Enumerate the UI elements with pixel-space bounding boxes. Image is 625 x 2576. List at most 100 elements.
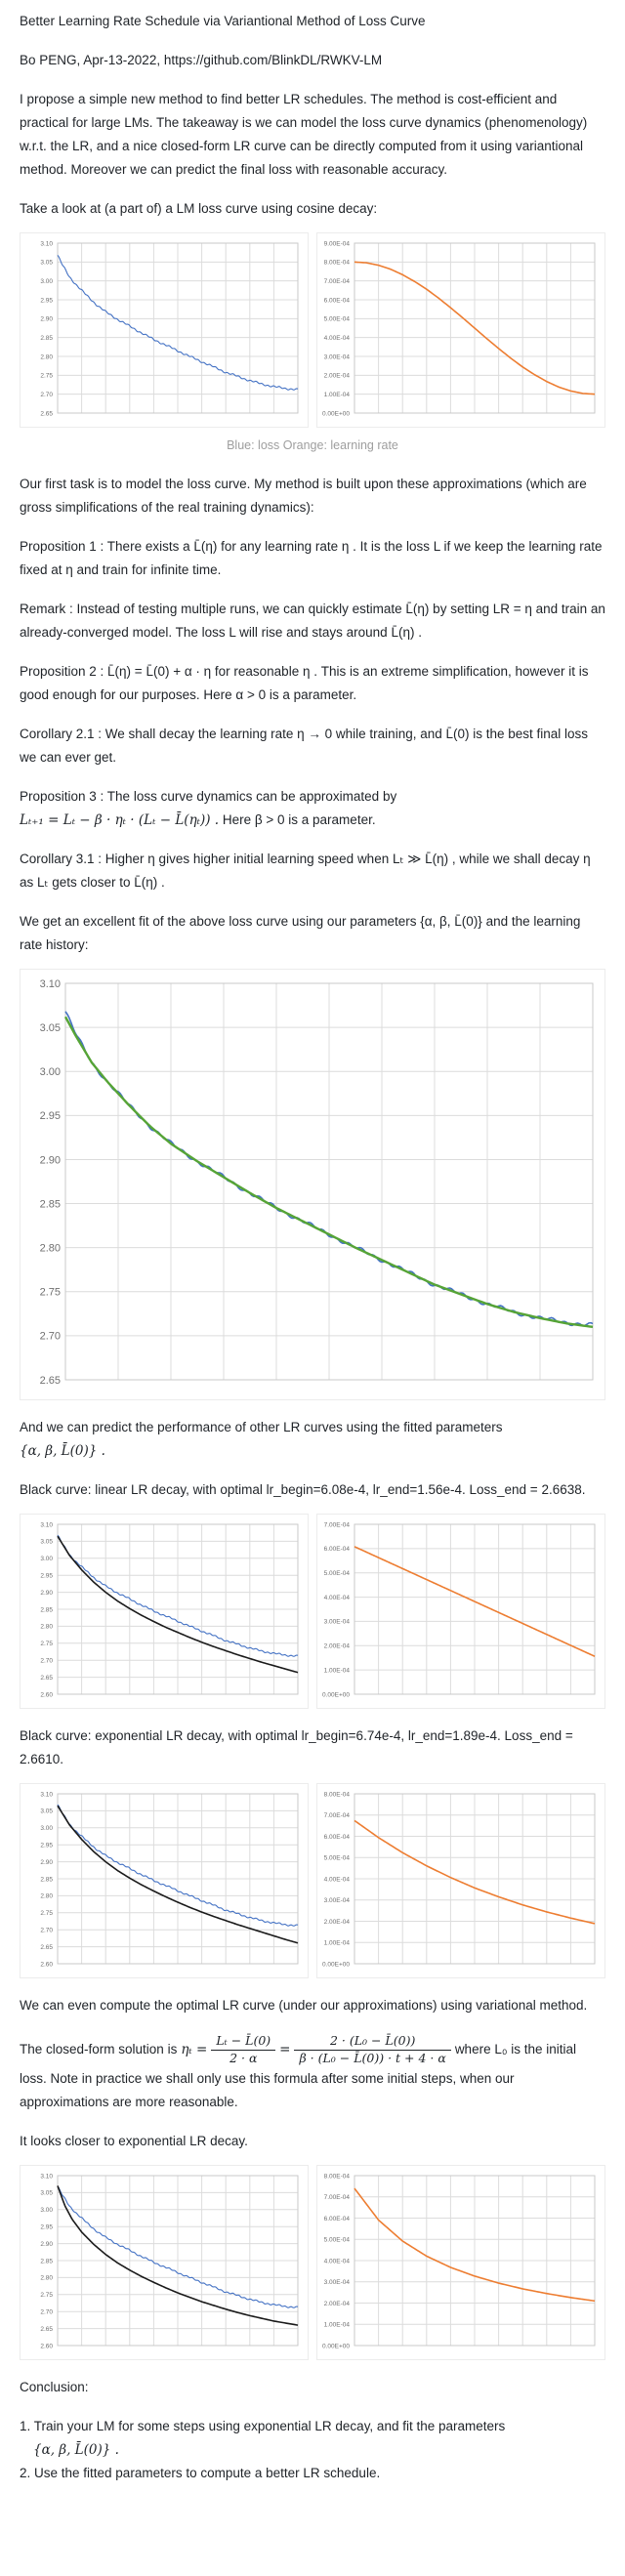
svg-text:3.10: 3.10 [40, 240, 53, 247]
svg-text:8.00E-04: 8.00E-04 [324, 1791, 351, 1798]
svg-text:0.00E+00: 0.00E+00 [322, 1691, 350, 1698]
svg-text:0.00E+00: 0.00E+00 [322, 1961, 350, 1968]
svg-text:4.00E-04: 4.00E-04 [324, 2258, 351, 2264]
svg-text:9.00E-04: 9.00E-04 [324, 240, 351, 247]
svg-text:2.65: 2.65 [40, 1675, 53, 1682]
fraction-1-numerator: Lₜ − L̄(0) [216, 2033, 271, 2048]
svg-text:3.05: 3.05 [40, 2189, 53, 2196]
svg-text:6.00E-04: 6.00E-04 [324, 2216, 351, 2223]
svg-text:2.60: 2.60 [40, 1691, 53, 1698]
svg-text:2.70: 2.70 [40, 1331, 61, 1343]
svg-text:3.00: 3.00 [40, 1556, 53, 1562]
linear-decay-result: Black curve: linear LR decay, with optim… [20, 1482, 586, 1497]
closed-form-equation: The closed-form solution is ηₜ = Lₜ − L̄… [20, 2033, 605, 2067]
loss-linear-chart: 3.10 3.05 3.00 2.95 2.90 2.85 2.80 2.75 2.70 2.65… [20, 1514, 309, 1709]
remark-paragraph: Remark : Instead of testing multiple run… [20, 602, 605, 640]
line-chart-svg: 8.00E-04 7.00E-04 6.00E-04 5.00E-04 4.00E-04… [322, 2173, 596, 2349]
svg-text:2.00E-04: 2.00E-04 [324, 2301, 351, 2307]
svg-text:2.85: 2.85 [40, 2258, 53, 2264]
looks-closer-paragraph: It looks closer to exponential LR decay. [20, 2133, 248, 2148]
svg-text:2.80: 2.80 [40, 2274, 53, 2281]
svg-text:2.65: 2.65 [40, 1944, 53, 1951]
svg-text:8.00E-04: 8.00E-04 [324, 260, 351, 267]
loss-exp-chart: 3.10 3.05 3.00 2.95 2.90 2.85 2.80 2.75 2.70 2.65… [20, 1783, 309, 1978]
svg-text:7.00E-04: 7.00E-04 [324, 278, 351, 285]
svg-text:2.90: 2.90 [40, 316, 53, 323]
svg-text:3.00E-04: 3.00E-04 [324, 2279, 351, 2286]
svg-text:2.85: 2.85 [40, 1606, 53, 1613]
proposition-3-rest: Here β > 0 is a parameter. [219, 812, 376, 827]
svg-text:7.00E-04: 7.00E-04 [324, 1812, 351, 1819]
svg-text:2.90: 2.90 [40, 1154, 61, 1166]
svg-text:2.85: 2.85 [40, 335, 53, 342]
svg-text:3.10: 3.10 [40, 978, 61, 990]
fraction-1: Lₜ − L̄(0) 2 · α [211, 2033, 276, 2067]
svg-text:4.00E-04: 4.00E-04 [324, 1876, 351, 1883]
svg-text:2.95: 2.95 [40, 1842, 53, 1849]
line-chart-svg: 8.00E-04 7.00E-04 6.00E-04 5.00E-04 4.00E-04… [322, 1791, 596, 1968]
equals-sign: = [279, 2042, 291, 2058]
loss-fit-chart: 3.10 3.05 3.00 2.95 2.90 2.85 2.80 2.75 2.70 2.65 [20, 969, 605, 1400]
predict-text: And we can predict the performance of ot… [20, 1420, 503, 1434]
svg-text:2.80: 2.80 [40, 1893, 53, 1900]
svg-text:5.00E-04: 5.00E-04 [324, 2236, 351, 2243]
line-chart-svg: 9.00E-04 8.00E-04 7.00E-04 6.00E-04 5.00E-04… [322, 240, 596, 417]
svg-text:2.00E-04: 2.00E-04 [324, 1919, 351, 1926]
svg-text:3.00E-04: 3.00E-04 [324, 353, 351, 360]
svg-text:2.75: 2.75 [40, 2292, 53, 2299]
svg-text:2.95: 2.95 [40, 1572, 53, 1579]
svg-text:2.90: 2.90 [40, 2241, 53, 2248]
corollary-3-1: Corollary 3.1 : Higher η gives higher in… [20, 852, 591, 890]
proposition-2: Proposition 2 : L̄(η) = L̄(0) + α · η fo… [20, 664, 589, 702]
conclusion-item-1-params: {α, β, L̄(0)} . [33, 2441, 119, 2458]
fraction-2-denominator: β · (L₀ − L̄(0)) · t + 4 · α [294, 2049, 451, 2067]
lr-exp-chart: 8.00E-04 7.00E-04 6.00E-04 5.00E-04 4.00E-04… [316, 1783, 605, 1978]
svg-text:2.70: 2.70 [40, 2308, 53, 2315]
corollary-2-1: Corollary 2.1 : We shall decay the learn… [20, 727, 589, 765]
svg-text:3.00: 3.00 [40, 1825, 53, 1832]
fit-paragraph: We get an excellent fit of the above los… [20, 914, 581, 952]
svg-text:2.75: 2.75 [40, 1910, 53, 1917]
svg-text:3.10: 3.10 [40, 1791, 53, 1798]
byline: Bo PENG, Apr-13-2022, https://github.com… [20, 53, 383, 67]
svg-text:2.60: 2.60 [40, 1961, 53, 1968]
svg-text:2.80: 2.80 [40, 1624, 53, 1631]
proposition-3-intro: Proposition 3 : The loss curve dynamics … [20, 789, 397, 804]
svg-text:2.80: 2.80 [40, 353, 53, 360]
line-chart-svg: 3.10 3.05 3.00 2.95 2.90 2.85 2.80 2.75 2.70 2.65 [40, 978, 594, 1387]
line-chart-svg: 3.10 3.05 3.00 2.95 2.90 2.85 2.80 2.75 2.70 2.65… [40, 1521, 299, 1698]
line-chart-svg: 3.10 3.05 3.00 2.95 2.90 2.85 2.80 2.75 2.70 2.65… [40, 2173, 299, 2349]
fraction-2-numerator: 2 · (L₀ − L̄(0)) [329, 2033, 416, 2048]
conclusion-item-1: 1. Train your LM for some steps using ex… [20, 2415, 605, 2462]
document: Better Learning Rate Schedule via Varian… [20, 14, 605, 2480]
svg-text:0.00E+00: 0.00E+00 [322, 2343, 350, 2349]
svg-text:2.75: 2.75 [40, 1641, 53, 1647]
svg-text:2.00E-04: 2.00E-04 [324, 1643, 351, 1650]
svg-text:7.00E-04: 7.00E-04 [324, 2194, 351, 2201]
svg-text:2.75: 2.75 [40, 373, 53, 380]
lr-optimal-chart: 8.00E-04 7.00E-04 6.00E-04 5.00E-04 4.00E-04… [316, 2164, 605, 2360]
fraction-2: 2 · (L₀ − L̄(0)) β · (L₀ − L̄(0)) · t + 4… [294, 2033, 451, 2067]
proposition-3: Proposition 3 : The loss curve dynamics … [20, 785, 605, 832]
svg-text:2.70: 2.70 [40, 392, 53, 398]
lr-cosine-chart: 9.00E-04 8.00E-04 7.00E-04 6.00E-04 5.00E-04… [316, 232, 605, 428]
proposition-3-equation: Lₜ₊₁ = Lₜ − β · ηₜ · (Lₜ − L̄(ηₜ)) . [20, 812, 220, 828]
line-chart-svg: 3.10 3.05 3.00 2.95 2.90 2.85 2.80 2.75 2.70 2.65 [40, 240, 299, 417]
svg-text:8.00E-04: 8.00E-04 [324, 2173, 351, 2180]
svg-text:6.00E-04: 6.00E-04 [324, 1834, 351, 1841]
svg-text:3.05: 3.05 [40, 1539, 53, 1546]
line-chart-svg: 3.10 3.05 3.00 2.95 2.90 2.85 2.80 2.75 2.70 2.65… [40, 1791, 299, 1968]
predict-params: {α, β, L̄(0)} . [20, 1443, 105, 1459]
svg-text:3.10: 3.10 [40, 2173, 53, 2180]
svg-text:2.80: 2.80 [40, 1243, 61, 1255]
take-a-look-paragraph: Take a look at (a part of) a LM loss cur… [20, 201, 378, 216]
eta-lhs: ηₜ = [181, 2042, 208, 2058]
svg-text:3.05: 3.05 [40, 1022, 61, 1034]
line-chart-svg: 7.00E-04 6.00E-04 5.00E-04 4.00E-04 3.00E-04… [322, 1521, 596, 1698]
conclusion-item-1-text: 1. Train your LM for some steps using ex… [20, 2418, 506, 2433]
svg-text:3.00: 3.00 [40, 278, 53, 285]
lr-linear-chart: 7.00E-04 6.00E-04 5.00E-04 4.00E-04 3.00E-04… [316, 1514, 605, 1709]
page-title: Better Learning Rate Schedule via Varian… [20, 14, 426, 28]
svg-text:4.00E-04: 4.00E-04 [324, 335, 351, 342]
fraction-1-denominator: 2 · α [211, 2049, 276, 2067]
